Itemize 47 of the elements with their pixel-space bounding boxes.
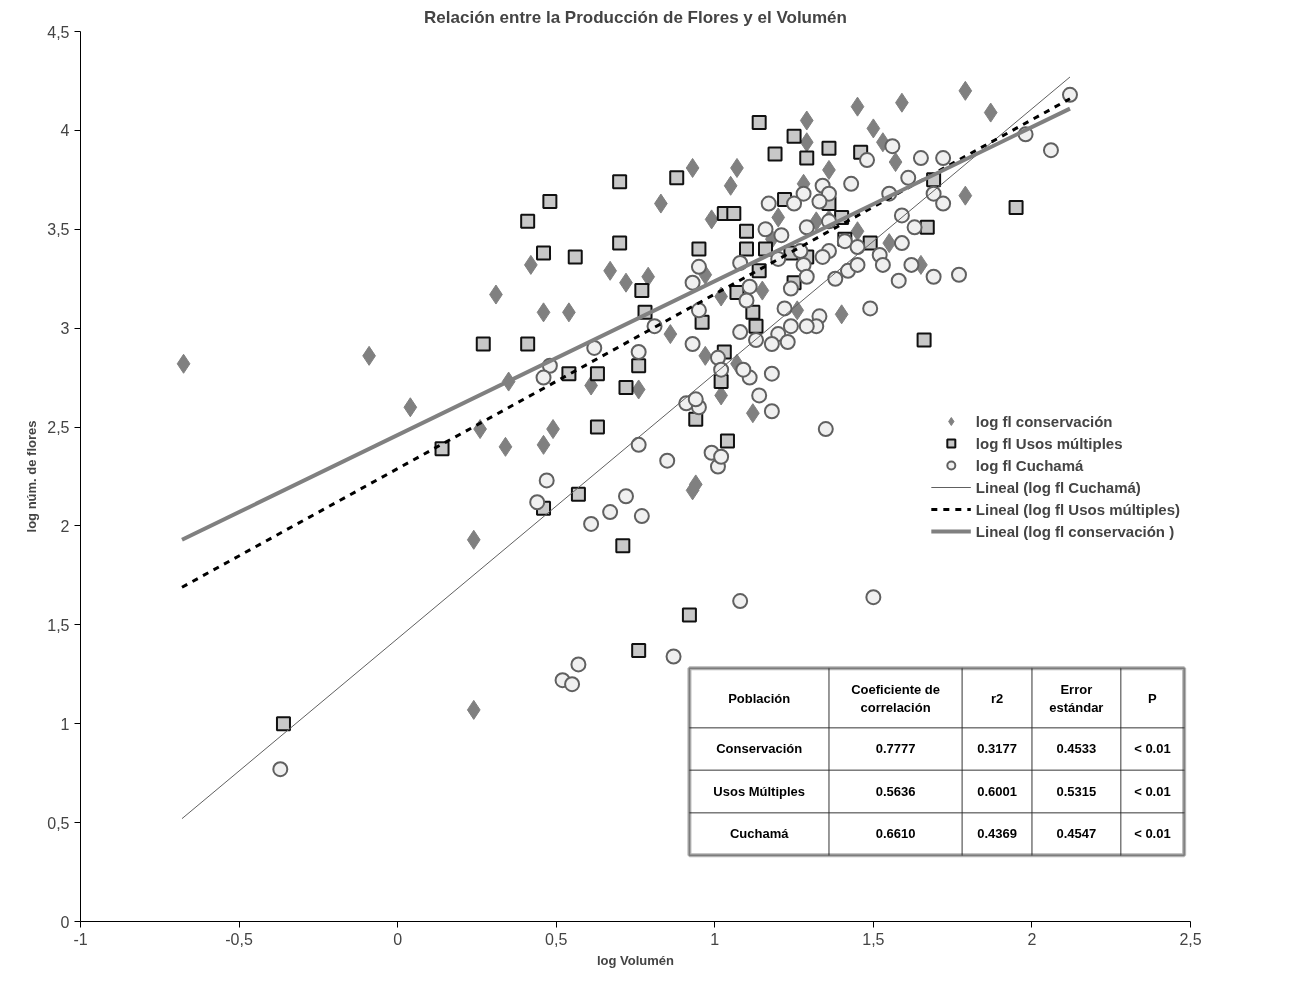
annotation: Población — [728, 690, 791, 706]
y-tick-label: 4,5 — [47, 23, 70, 41]
annotation: Coeficiente de correlación — [851, 681, 940, 715]
annotation: < 0.01 — [1134, 826, 1171, 842]
annotation: Conservación — [716, 741, 803, 757]
annotation: < 0.01 — [1134, 783, 1171, 799]
annotation: 0.4533 — [1056, 741, 1097, 757]
y-tick-label: 3,5 — [47, 221, 70, 239]
annotation: 0.4369 — [977, 826, 1017, 842]
chart-title: Relación entre la Producción de Flores y el Volumén — [424, 7, 847, 27]
y-tick-label: 0,5 — [47, 814, 70, 832]
annotation: 0.4547 — [1056, 826, 1097, 842]
annotation: Cuchamá — [729, 826, 790, 842]
annotation: 0.7777 — [875, 741, 916, 757]
y-axis-title: log núm. de flores — [24, 420, 40, 533]
annotation: 0.6001 — [977, 783, 1017, 799]
y-tick-label: 2,5 — [47, 419, 70, 437]
annotation: 0.6610 — [875, 826, 916, 842]
y-tick-label: 0 — [60, 913, 70, 931]
x-tick-label: 1 — [710, 930, 720, 948]
y-tick-label: 4 — [60, 122, 70, 140]
annotation: 0.5315 — [1056, 783, 1097, 799]
legend-label: Lineal (log fl Cuchamá) — [975, 478, 1141, 496]
legend-label: log fl Cuchamá — [975, 456, 1084, 474]
legend-label: Lineal (log fl Usos múltiples) — [975, 500, 1180, 518]
annotation: 0.5636 — [875, 783, 916, 799]
annotation: Error estándar — [1049, 681, 1104, 715]
y-tick-label: 2 — [60, 517, 70, 535]
annotation: 0.3177 — [977, 741, 1017, 757]
legend-label: log fl conservación — [975, 412, 1113, 430]
x-tick-label: 0,5 — [545, 930, 568, 948]
legend-label: Lineal (log fl conservación ) — [975, 522, 1175, 540]
y-tick-label: 3 — [60, 320, 70, 338]
x-tick-label: 2,5 — [1179, 930, 1202, 948]
x-tick-label: 1,5 — [862, 930, 885, 948]
y-tick-label: 1,5 — [47, 616, 70, 634]
x-axis-title: log Volumén — [596, 952, 675, 968]
annotation: Usos Múltiples — [713, 783, 806, 799]
annotation: r2 — [990, 690, 1004, 706]
x-tick-label: 2 — [1027, 930, 1037, 948]
x-tick-label: -0,5 — [225, 930, 253, 948]
x-tick-label: 0 — [393, 930, 403, 948]
x-tick-label: -1 — [73, 930, 88, 948]
annotation: P — [1148, 690, 1158, 706]
y-tick-label: 1 — [60, 715, 70, 733]
legend-label: log fl Usos múltiples — [975, 434, 1123, 452]
annotation: < 0.01 — [1134, 741, 1171, 757]
